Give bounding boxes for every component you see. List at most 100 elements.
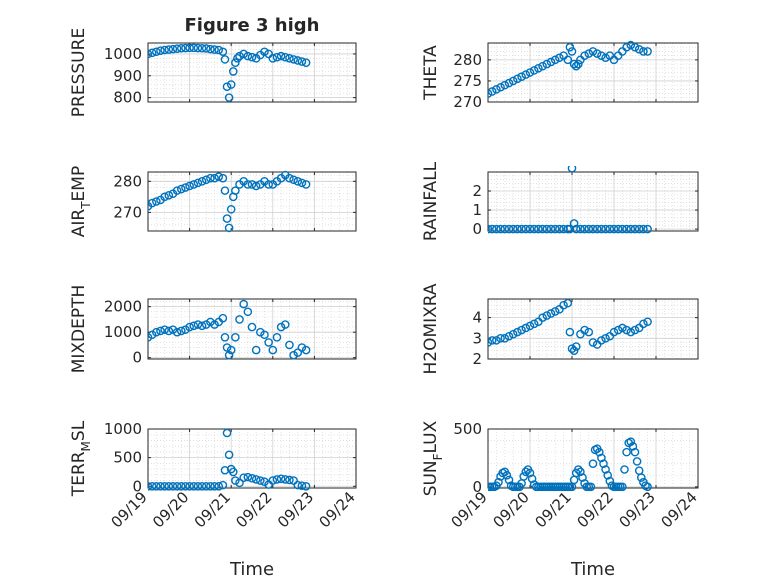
data-point <box>160 45 169 55</box>
y-tick-label: 2 <box>472 350 482 368</box>
data-point <box>197 177 207 186</box>
data-point <box>181 43 190 53</box>
axes-box <box>487 298 699 360</box>
data-point <box>601 53 610 63</box>
y-tick-label: 0 <box>472 478 482 496</box>
data-point <box>519 472 529 481</box>
data-point <box>172 44 182 53</box>
data-point <box>193 481 203 491</box>
marker-series <box>148 299 311 360</box>
data-point <box>588 459 598 469</box>
data-point <box>538 61 547 71</box>
data-point <box>488 89 493 98</box>
data-point <box>513 74 522 84</box>
data-point <box>630 42 640 52</box>
data-point <box>247 473 257 483</box>
data-point <box>488 336 497 345</box>
data-point <box>152 47 161 57</box>
marker-series <box>148 170 311 233</box>
x-axis-label: Time <box>570 559 615 580</box>
data-point <box>588 338 598 347</box>
data-point <box>228 467 238 477</box>
data-point <box>500 224 510 234</box>
data-point <box>164 481 174 491</box>
data-point <box>168 481 178 491</box>
data-point <box>214 172 224 181</box>
data-point <box>559 300 568 310</box>
y-axis-label: SUNFLUX <box>421 420 445 496</box>
data-point <box>152 481 161 491</box>
data-point <box>601 465 610 474</box>
data-point <box>297 57 307 66</box>
data-point <box>643 47 652 56</box>
data-point <box>176 43 186 53</box>
data-point <box>185 322 194 332</box>
data-point <box>488 224 493 234</box>
data-point <box>538 313 547 322</box>
data-point <box>235 315 244 324</box>
data-point <box>210 45 219 54</box>
data-point <box>517 72 526 82</box>
data-point <box>622 325 631 335</box>
data-point <box>228 67 238 76</box>
axes-box <box>487 42 699 103</box>
data-point <box>280 52 290 62</box>
data-point <box>251 181 261 191</box>
data-point <box>210 173 219 183</box>
axes-box <box>147 171 357 232</box>
data-point <box>220 465 230 475</box>
data-point <box>626 327 636 337</box>
data-point <box>584 224 594 234</box>
data-point <box>494 477 503 487</box>
subplot-theta: 270 275 280 THETA <box>421 40 699 111</box>
data-point <box>496 224 505 234</box>
data-point <box>189 43 199 53</box>
data-point <box>527 474 537 484</box>
data-point <box>597 453 606 463</box>
data-point <box>220 186 230 195</box>
data-point <box>206 44 215 54</box>
data-point <box>251 475 261 484</box>
data-point <box>160 325 169 334</box>
data-point <box>222 428 232 438</box>
data-point <box>525 224 535 234</box>
y-tick-label: 1 <box>472 201 482 219</box>
data-point <box>185 43 194 53</box>
data-point <box>231 332 240 342</box>
data-point <box>226 345 236 355</box>
y-tick-label: 800 <box>113 89 142 107</box>
data-point <box>247 322 257 332</box>
data-point <box>185 481 194 491</box>
data-point <box>280 320 290 329</box>
data-point <box>588 47 598 56</box>
marker-series <box>488 166 652 234</box>
x-axis-label: Time <box>229 559 274 580</box>
data-point <box>164 326 174 336</box>
data-point <box>529 66 539 75</box>
data-point <box>565 327 575 337</box>
data-point <box>293 480 303 490</box>
data-point <box>569 346 579 356</box>
data-point <box>231 58 240 67</box>
data-point <box>301 345 311 355</box>
data-point <box>201 175 211 185</box>
data-point <box>555 224 564 234</box>
y-tick-label: 1000 <box>104 323 142 341</box>
data-point <box>231 476 240 485</box>
y-tick-label: 0 <box>472 220 482 238</box>
data-point <box>148 48 157 58</box>
data-point <box>584 327 594 337</box>
data-point <box>630 325 640 335</box>
y-tick-label: 900 <box>113 67 142 85</box>
y-tick-label: 4 <box>472 309 482 327</box>
data-point <box>189 180 199 189</box>
y-tick-label: 1000 <box>104 420 142 438</box>
data-point <box>224 450 234 460</box>
data-point <box>264 338 273 347</box>
data-point <box>546 57 556 67</box>
data-point <box>206 173 215 183</box>
data-point <box>488 87 497 96</box>
data-point <box>220 55 230 64</box>
